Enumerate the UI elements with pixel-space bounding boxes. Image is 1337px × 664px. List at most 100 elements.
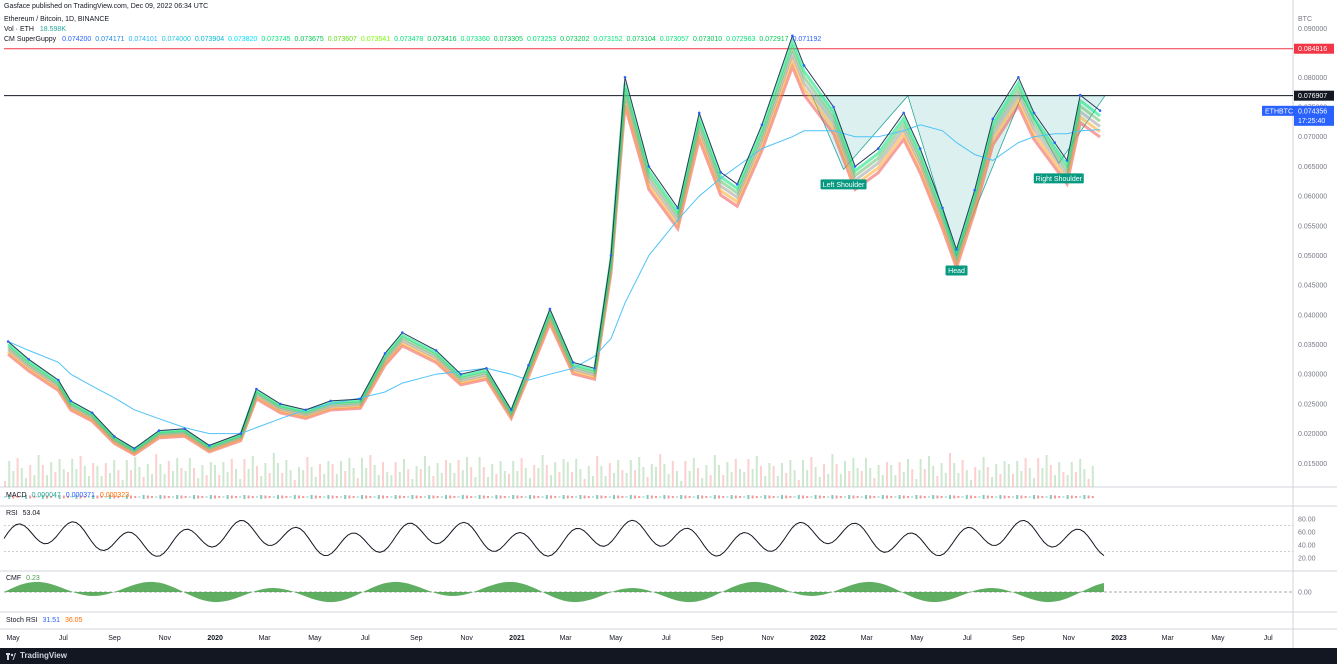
- macd-bar: [453, 496, 456, 498]
- macd-bar: [663, 495, 666, 499]
- stoch-label-row[interactable]: Stoch RSI 31.51 36.05: [6, 617, 82, 624]
- symbol-line[interactable]: Ethereum / Bitcoin, 1D, BINANCE: [4, 16, 110, 23]
- macd-bar: [1045, 496, 1048, 498]
- macd-bar: [1037, 495, 1040, 499]
- macd-bar: [440, 496, 443, 498]
- guppy-row[interactable]: CM SuperGuppy 0.074200 0.074171 0.074101 0.…: [4, 35, 821, 44]
- volume-bar: [41, 465, 44, 487]
- volume-bar: [541, 455, 544, 487]
- label-left-shoulder: Left Shoulder: [823, 182, 865, 189]
- macd-bar: [335, 496, 338, 498]
- volume-bar: [982, 457, 985, 487]
- volume-bar: [466, 457, 468, 487]
- rsi-label-row[interactable]: RSI 53.04: [6, 510, 40, 517]
- price-point: [593, 367, 596, 370]
- volume-bar: [743, 472, 746, 487]
- time-tick: Jul: [1264, 635, 1273, 642]
- volume-bar: [386, 472, 389, 487]
- macd-bar: [218, 496, 221, 498]
- time-tick: May: [1211, 635, 1225, 642]
- price-point: [571, 361, 575, 364]
- volume-bar: [1033, 478, 1035, 487]
- volume-bar: [222, 462, 225, 487]
- volume-bar: [428, 466, 431, 487]
- price-point: [1065, 159, 1069, 162]
- volume-bar: [781, 463, 783, 487]
- macd-bar: [41, 495, 44, 499]
- time-tick: Sep: [410, 635, 423, 642]
- volume-bar: [923, 469, 926, 487]
- volume-bar: [29, 465, 32, 487]
- macd-bar: [684, 495, 687, 499]
- volume-bar: [251, 456, 254, 487]
- volume-bar: [915, 479, 918, 487]
- volume-bar: [340, 461, 342, 487]
- volume-bar: [768, 463, 771, 487]
- macd-bar: [1062, 496, 1065, 498]
- volume-bar: [961, 460, 964, 487]
- volume-bar: [760, 466, 762, 487]
- macd-bar: [8, 495, 11, 499]
- volume-bar: [96, 466, 99, 487]
- volume-bar: [88, 476, 90, 487]
- macd-bar: [550, 495, 552, 499]
- macd-bar: [151, 496, 153, 498]
- volume-bar: [608, 463, 611, 487]
- macd-bar: [71, 496, 74, 498]
- macd-bar: [264, 495, 267, 499]
- vol-row[interactable]: Vol · ETH 18.598K: [4, 25, 66, 34]
- macd-bar: [533, 495, 536, 499]
- volume-bar: [550, 475, 552, 487]
- macd-bar: [310, 495, 313, 499]
- guppy-value: 0.073820: [228, 36, 258, 43]
- price-tick: 0.045000: [1298, 283, 1327, 290]
- macd-bar: [907, 496, 909, 498]
- price-point: [1017, 76, 1020, 79]
- volume-bar: [394, 462, 397, 487]
- macd-bar: [869, 495, 872, 499]
- macd-bar: [537, 496, 540, 498]
- macd-bar: [79, 495, 82, 499]
- volume-bar: [785, 473, 788, 487]
- volume-bar: [680, 481, 683, 487]
- macd-bar: [277, 495, 279, 499]
- macd-bar: [676, 496, 678, 498]
- macd-bar: [398, 495, 401, 499]
- time-tick: 2021: [509, 635, 525, 642]
- volume-bar: [104, 463, 107, 487]
- macd-bar: [403, 496, 405, 498]
- macd-bar: [923, 496, 926, 498]
- macd-label-row[interactable]: MACD 0.000047 0.000371 0.000323: [6, 492, 129, 499]
- volume-bar: [797, 480, 800, 487]
- volume-bar: [516, 471, 519, 487]
- price-point: [133, 447, 136, 450]
- volume-bar: [419, 469, 422, 487]
- volume-bar: [83, 466, 86, 487]
- macd-bar: [499, 495, 502, 499]
- volume-bar: [663, 464, 666, 487]
- footer-brand: TradingView: [20, 651, 67, 660]
- macd-bar: [54, 496, 57, 498]
- price-point: [991, 117, 995, 121]
- volume-bar: [146, 464, 149, 487]
- price-point: [401, 331, 404, 334]
- volume-bar: [335, 474, 338, 487]
- volume-bar: [1024, 458, 1027, 487]
- guppy-value: 0.073478: [394, 36, 424, 43]
- macd-bar: [760, 496, 762, 498]
- macd-bar: [1054, 495, 1056, 499]
- macd-bar: [125, 495, 128, 499]
- volume-bar: [289, 470, 292, 487]
- volume-bar: [688, 471, 691, 487]
- volume-bar: [562, 459, 565, 487]
- volume-bar: [424, 456, 426, 487]
- macd-bar: [386, 496, 389, 498]
- price-point: [434, 349, 438, 352]
- macd-bar: [587, 496, 590, 498]
- macd-bar: [302, 496, 305, 498]
- cmf-label-row[interactable]: CMF 0.23: [6, 575, 40, 582]
- volume-bar: [16, 458, 19, 487]
- macd-value-3: 0.000323: [99, 492, 130, 499]
- price-point: [955, 248, 958, 251]
